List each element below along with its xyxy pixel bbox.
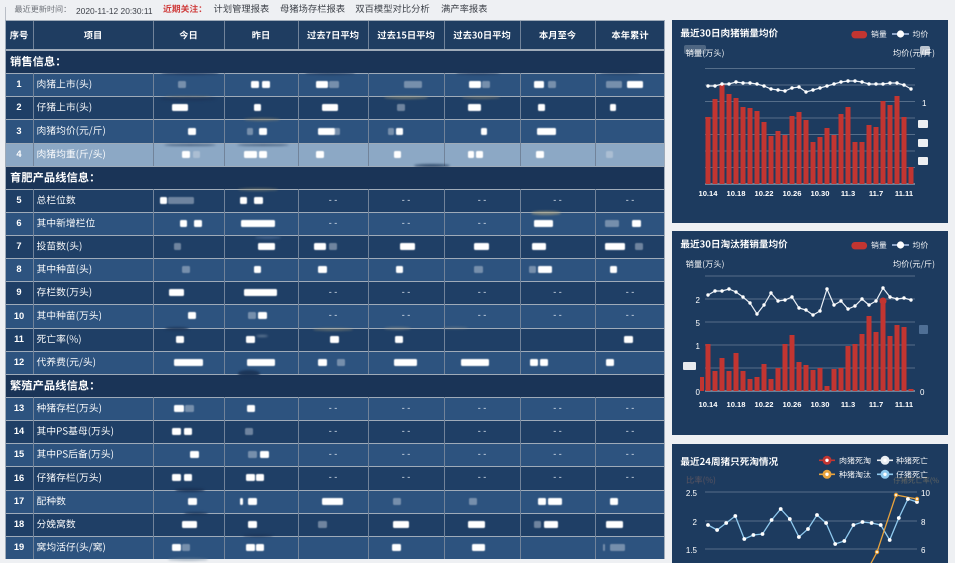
svg-text:10.18: 10.18 [726, 400, 745, 409]
svg-text:10.14: 10.14 [698, 400, 718, 409]
svg-text:10.14: 10.14 [698, 189, 718, 198]
svg-text:11.7: 11.7 [869, 189, 883, 198]
svg-text:1: 1 [922, 99, 927, 108]
svg-text:8: 8 [921, 518, 926, 527]
svg-text:0: 0 [696, 388, 701, 397]
svg-text:10.30: 10.30 [810, 400, 829, 409]
svg-text:10.22: 10.22 [754, 189, 773, 198]
svg-text:10.30: 10.30 [810, 189, 829, 198]
svg-text:0: 0 [920, 388, 925, 397]
svg-text:10.26: 10.26 [782, 189, 801, 198]
svg-text:6: 6 [921, 546, 926, 555]
svg-text:10.26: 10.26 [782, 400, 801, 409]
svg-text:2: 2 [696, 296, 701, 305]
svg-text:11.7: 11.7 [869, 400, 883, 409]
svg-text:5: 5 [696, 319, 701, 328]
svg-text:11.11: 11.11 [895, 400, 914, 409]
svg-text:10.22: 10.22 [754, 400, 773, 409]
svg-text:10.18: 10.18 [726, 189, 745, 198]
svg-text:11.11: 11.11 [895, 189, 914, 198]
svg-text:11.3: 11.3 [841, 400, 855, 409]
svg-text:2: 2 [693, 518, 698, 527]
svg-text:1: 1 [696, 342, 701, 351]
svg-text:11.3: 11.3 [841, 189, 855, 198]
svg-text:1.5: 1.5 [686, 546, 698, 555]
svg-text:10: 10 [921, 489, 930, 498]
svg-text:2.5: 2.5 [686, 489, 698, 498]
